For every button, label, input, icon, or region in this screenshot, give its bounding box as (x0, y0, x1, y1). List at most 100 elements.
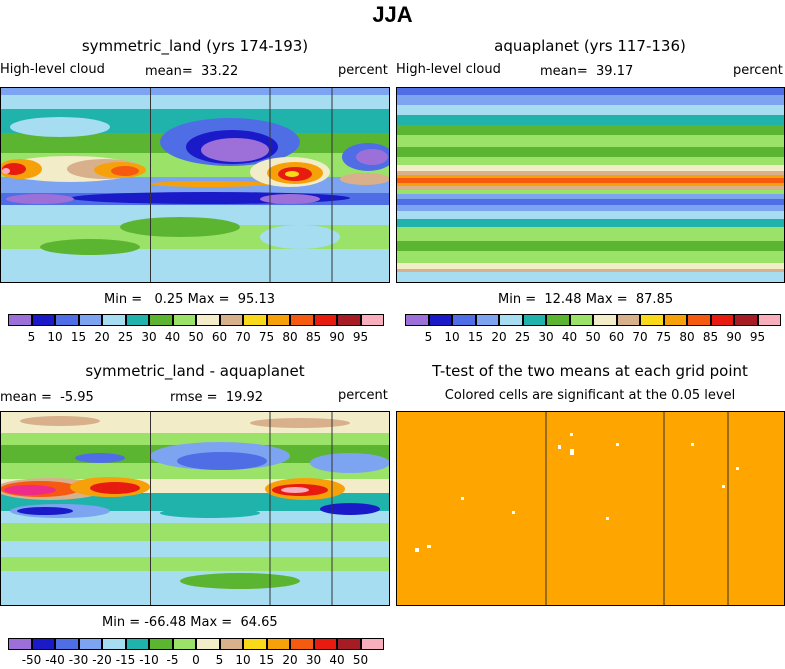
panel1-mean: mean= 33.22 (145, 64, 239, 79)
colorbar-box (522, 314, 546, 326)
colorbar-box (337, 314, 361, 326)
colorbar-box (616, 314, 640, 326)
colorbar-box (266, 314, 290, 326)
colorbar-box (8, 638, 32, 650)
colorbar-box (219, 638, 243, 650)
panel2-mean: mean= 39.17 (540, 64, 634, 79)
colorbar-box (734, 314, 758, 326)
colorbar-box (243, 314, 267, 326)
colorbar-box (710, 314, 734, 326)
colorbar-label: 90 (329, 330, 345, 344)
colorbar-box (8, 314, 32, 326)
colorbar-label: 40 (164, 330, 181, 344)
colorbar-label: 95 (749, 330, 766, 344)
colorbar-label: 50 (188, 330, 204, 344)
colorbar-box (102, 638, 126, 650)
colorbar-label: 0 (192, 653, 200, 667)
colorbar-box (313, 638, 337, 650)
colorbar-label: 85 (305, 330, 322, 344)
panel2-variable-label: High-level cloud (396, 62, 501, 77)
colorbar-box (640, 314, 664, 326)
colorbar-label: 25 (514, 330, 531, 344)
colorbar-box (290, 314, 314, 326)
colorbar-box (593, 314, 617, 326)
colorbar-label: 5 (215, 653, 224, 667)
colorbar-box (31, 638, 55, 650)
colorbar-box (31, 314, 55, 326)
panel4-map (396, 411, 785, 606)
colorbar-label: 60 (608, 330, 625, 344)
colorbar-box (546, 314, 570, 326)
colorbar-label: 15 (467, 330, 484, 344)
colorbar-label: 5 (424, 330, 433, 344)
colorbar-box (687, 314, 711, 326)
colorbar-label: 80 (679, 330, 695, 344)
colorbar-box (290, 638, 314, 650)
panel3-mean: mean = -5.95 (0, 390, 94, 405)
colorbar-label: 90 (726, 330, 742, 344)
colorbar-label: 95 (352, 330, 369, 344)
colorbar-label: 80 (282, 330, 298, 344)
colorbar-box (499, 314, 523, 326)
colorbar-box (360, 638, 384, 650)
insignificant-cell (570, 433, 573, 436)
insignificant-cell (415, 548, 419, 552)
panel2-title: aquaplanet (yrs 117-136) (494, 37, 686, 55)
colorbar-label: 30 (141, 330, 157, 344)
colorbar-label: 50 (585, 330, 601, 344)
colorbar-label: 75 (655, 330, 672, 344)
panel3-map (0, 411, 390, 606)
colorbar-box (55, 314, 79, 326)
colorbar-label: 50 (352, 653, 369, 667)
panel1-map (0, 87, 390, 283)
colorbar-box (428, 314, 452, 326)
colorbar-label: 5 (27, 330, 36, 344)
colorbar-box (78, 638, 102, 650)
panel2-colorbar: 5 10 15 20 25 30 40 50 60 70 75 80 85 90 95 (405, 314, 783, 346)
insignificant-cell (691, 443, 694, 446)
colorbar-label: 30 (538, 330, 554, 344)
insignificant-cell (616, 443, 619, 446)
colorbar-label: 75 (258, 330, 275, 344)
colorbar-label: 15 (70, 330, 87, 344)
panel3-colorbar: -50 -40 -30 -20 -15 -10 -5 0 5 10 15 20 30 40 50 (8, 638, 386, 669)
insignificant-cell (722, 485, 725, 488)
panel2-minmax: Min = 12.48 Max = 87.85 (498, 292, 674, 307)
colorbar-box (196, 314, 220, 326)
colorbar-box (405, 314, 429, 326)
insignificant-cell (736, 467, 739, 470)
colorbar-box (78, 314, 102, 326)
panel3-title: symmetric_land - aquaplanet (85, 362, 305, 380)
colorbar-label: 20 (491, 330, 507, 344)
colorbar-box (266, 638, 290, 650)
colorbar-box (475, 314, 499, 326)
insignificant-cells (415, 433, 739, 552)
colorbar-label: 10 (444, 330, 460, 344)
colorbar-box (452, 314, 476, 326)
colorbar-label: 20 (94, 330, 110, 344)
colorbar-box (337, 638, 361, 650)
colorbar-box (360, 314, 384, 326)
panel2-map (396, 87, 785, 283)
panel1-units: percent (338, 63, 388, 78)
colorbar-box (149, 638, 173, 650)
panel4-subtitle: Colored cells are significant at the 0.0… (444, 388, 736, 403)
colorbar-box (125, 314, 149, 326)
insignificant-cell (427, 545, 431, 548)
insignificant-cell (558, 445, 561, 449)
colorbar-box (663, 314, 687, 326)
colorbar-box (172, 638, 196, 650)
colorbar-box (102, 314, 126, 326)
colorbar-box (196, 638, 220, 650)
colorbar-label: 70 (632, 330, 648, 344)
panel3-units: percent (338, 388, 388, 403)
colorbar-box (243, 638, 267, 650)
panel1-title: symmetric_land (yrs 174-193) (81, 37, 309, 55)
significance-fill (396, 411, 785, 606)
colorbar-label: 10 (47, 330, 63, 344)
panel4-title: T-test of the two means at each grid poi… (432, 362, 748, 380)
colorbar-box (125, 638, 149, 650)
insignificant-cell (461, 497, 464, 500)
colorbar-label: 25 (117, 330, 134, 344)
colorbar-box (149, 314, 173, 326)
